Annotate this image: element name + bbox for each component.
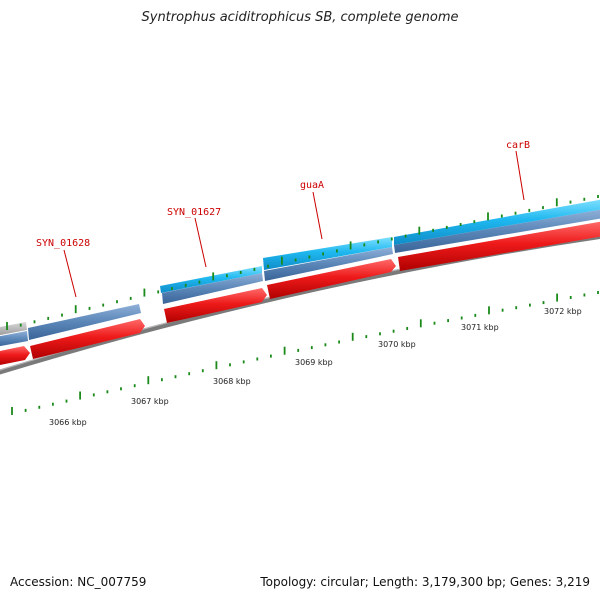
scale-label: 3069 kbp [295,358,333,367]
gene-leaders [63,150,525,298]
gene-label-syn-01628: SYN_01628 [36,238,90,249]
cds-feature [164,288,267,323]
gene-track [0,209,600,347]
cds-feature [394,199,600,245]
scale-tick-ruler [11,291,599,415]
gene-label-guaa: guaA [300,180,324,191]
scale-label: 3068 kbp [213,377,251,386]
genome-summary-text: Topology: circular; Length: 3,179,300 bp… [260,575,590,589]
gene-label-carb: carB [506,140,530,151]
upper-tick-ruler [6,195,599,330]
cds-feature [263,237,392,270]
cds-feature [0,346,30,365]
scale-label: 3066 kbp [49,418,87,427]
scale-label: 3067 kbp [131,397,169,406]
cds-feature [267,259,396,299]
cds-feature [398,221,600,271]
scale-label: 3070 kbp [378,340,416,349]
map-title: Syntrophus aciditrophicus SB, complete g… [141,10,459,25]
scale-label: 3071 kbp [461,323,499,332]
gene-label-syn-01627: SYN_01627 [167,207,221,218]
scale-label: 3072 kbp [544,307,582,316]
cds-feature [30,319,145,359]
reverse-cds-track [0,221,600,365]
accession-text: Accession: NC_007759 [10,575,147,589]
